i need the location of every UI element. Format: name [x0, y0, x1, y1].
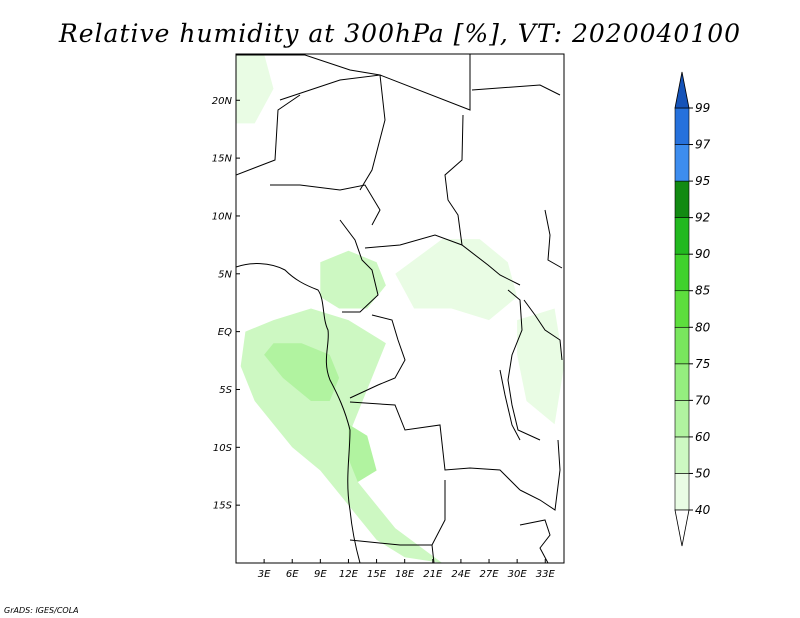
plot-title: Relative humidity at 300hPa [%], VT: 202… — [58, 19, 741, 48]
colorbar-level-label: 75 — [695, 357, 710, 371]
lon-tick-label: 15E — [367, 569, 387, 580]
humidity-region-sahel-west — [236, 54, 274, 124]
colorbar-level-label: 60 — [695, 430, 711, 444]
lat-tick-label: EQ — [218, 327, 232, 338]
lon-tick-label: 27E — [480, 569, 500, 580]
border-angola-drc — [349, 401, 521, 491]
colorbar-level-label: 80 — [695, 320, 711, 334]
humidity-shading-layer — [236, 54, 564, 563]
country-borders — [236, 54, 563, 563]
humidity-region-east-africa-lakes — [517, 308, 564, 425]
colorbar-box — [674, 326, 690, 365]
coastline-west-africa — [236, 263, 361, 563]
border-chad-sudan — [444, 114, 464, 246]
colorbar-box — [674, 107, 690, 145]
border-car — [364, 234, 521, 286]
humidity-region-angola-plateau — [348, 424, 377, 482]
colorbar-box — [674, 253, 690, 292]
border-nigeria-niger — [270, 184, 381, 226]
lon-tick-label: 9E — [314, 569, 327, 580]
border-sudan-east — [471, 84, 561, 96]
colorbar-box — [674, 144, 690, 182]
border-uganda-kenya — [523, 299, 563, 361]
colorbar-level-label: 99 — [695, 101, 710, 115]
colorbar-box — [674, 180, 690, 218]
border-ethiopia — [544, 209, 563, 269]
colorbar-box — [674, 363, 690, 401]
latitude-axis: 20N 15N 10N 5N EQ 5S 10S 15S — [212, 96, 240, 512]
lat-tick-label: 5N — [218, 269, 232, 280]
lon-tick-label: 33E — [536, 569, 556, 580]
lat-tick-label: 15S — [213, 501, 233, 512]
border-drc-east — [507, 289, 541, 441]
colorbar-box — [674, 400, 690, 438]
colorbar-box — [674, 290, 690, 328]
border-mozambique — [519, 519, 551, 563]
border-cameroon — [339, 219, 379, 313]
border-zambia-east — [519, 439, 561, 511]
colorbar-level-label: 40 — [695, 503, 711, 517]
lon-tick-label: 30E — [508, 569, 528, 580]
colorbar-level-label: 95 — [695, 174, 710, 188]
border-sahel — [236, 94, 301, 176]
colorbar-box — [674, 473, 690, 511]
longitude-axis: 3E 6E 9E 12E 15E 18E 21E 24E 27E 30E 33E — [258, 559, 556, 580]
colorbar-level-label: 92 — [695, 211, 710, 225]
colorbar-over-triangle — [674, 71, 690, 109]
lon-tick-label: 24E — [451, 569, 471, 580]
colorbar-level-label: 97 — [695, 138, 711, 152]
border-sahara-2 — [279, 74, 386, 191]
lat-tick-label: 10N — [212, 211, 233, 222]
lat-tick-label: 15N — [212, 154, 233, 165]
colorbar-level-label: 90 — [695, 247, 711, 261]
humidity-region-cameroon-highlands — [320, 250, 386, 309]
map-frame — [235, 53, 565, 564]
colorbar-box — [674, 217, 690, 255]
border-sahara-1 — [236, 54, 471, 111]
lat-tick-label: 10S — [213, 443, 233, 454]
grads-credit: GrADS: IGES/COLA — [4, 606, 79, 615]
colorbar-box — [674, 436, 690, 474]
colorbar-level-label: 70 — [695, 393, 711, 407]
lon-tick-label: 18E — [395, 569, 415, 580]
lat-tick-label: 20N — [212, 96, 233, 107]
colorbar-level-label: 85 — [695, 284, 710, 298]
map-background — [236, 54, 564, 563]
humidity-region-gulf-of-guinea-core — [264, 343, 340, 401]
colorbar: 40 50 60 70 75 80 85 90 92 95 97 99 — [674, 71, 711, 547]
colorbar-level-label: 50 — [695, 466, 711, 480]
map-panel: 20N 15N 10N 5N EQ 5S 10S 15S 3E 6E 9E 12E 15E 18E 21E… — [212, 53, 565, 580]
lon-tick-label: 6E — [286, 569, 299, 580]
lon-tick-label: 21E — [423, 569, 443, 580]
lat-tick-label: 5S — [219, 385, 232, 396]
border-lake-tanganyika — [499, 369, 521, 441]
colorbar-under-triangle — [674, 509, 690, 547]
border-namibia — [431, 544, 435, 563]
humidity-region-congo-basin-north — [395, 239, 518, 321]
border-congo-drc — [349, 314, 406, 399]
lon-tick-label: 3E — [258, 569, 271, 580]
lon-tick-label: 12E — [339, 569, 359, 580]
